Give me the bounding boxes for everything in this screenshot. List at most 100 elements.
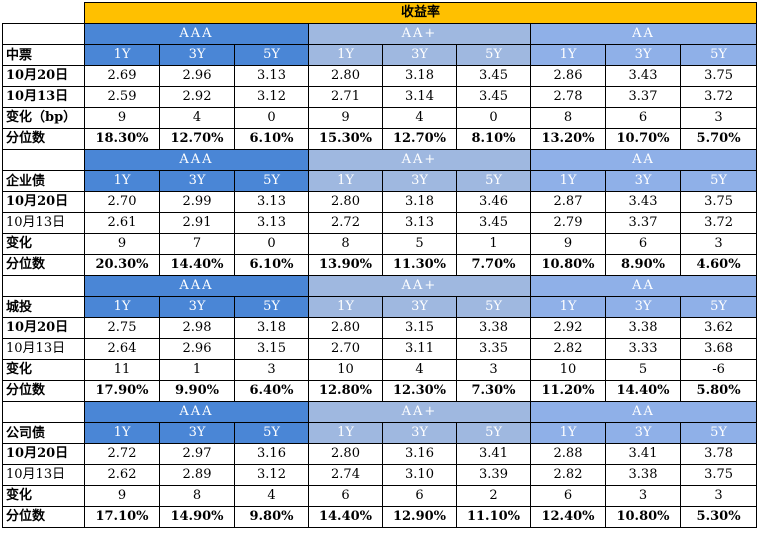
value-cell: 12.90% [382, 506, 457, 528]
value-cell: 11 [84, 359, 160, 381]
value-cell: 3.41 [605, 443, 681, 465]
table-row: 分位数 18.30% 12.70% 6.10% 15.30% 12.70% 8.10% 13.… [2, 128, 758, 150]
value-cell: 2.87 [530, 191, 606, 213]
value-cell: 3.13 [234, 212, 309, 234]
value-cell: 4 [159, 107, 235, 129]
value-cell: 3.13 [382, 212, 457, 234]
value-cell: 2.69 [84, 65, 160, 87]
value-cell: 2.64 [84, 338, 160, 360]
tenor-header: 1Y [308, 422, 383, 444]
section-name: 企业债 [2, 170, 85, 192]
rating-group-header: AA+ [308, 401, 531, 423]
tenor-header: 1Y [530, 170, 606, 192]
value-cell: 11.30% [382, 254, 457, 276]
value-cell: 2.97 [159, 443, 235, 465]
value-cell: 9 [84, 233, 160, 255]
value-cell: 3.75 [679, 464, 758, 486]
rating-group-header: AAA [84, 401, 309, 423]
row-label: 10月20日 [2, 443, 85, 465]
value-cell: 9 [530, 233, 606, 255]
title-row: 收益率 [2, 2, 758, 24]
value-cell: 2.82 [530, 338, 606, 360]
tenor-header: 5Y [679, 422, 758, 444]
value-cell: 4.60% [679, 254, 758, 276]
value-cell: 3.46 [456, 191, 531, 213]
value-cell: 3.13 [234, 65, 309, 87]
value-cell: 12.80% [308, 380, 383, 402]
value-cell: 8.10% [456, 128, 531, 150]
rating-group-header: AA+ [308, 23, 531, 45]
value-cell: 3.62 [679, 317, 758, 339]
tenor-header: 3Y [382, 170, 457, 192]
value-cell: 3.18 [234, 317, 309, 339]
value-cell: 4 [382, 107, 457, 129]
value-cell: 3.38 [605, 464, 681, 486]
tenor-header-row: 中票 1Y 3Y 5Y 1Y 3Y 5Y 1Y 3Y 5Y [2, 44, 758, 66]
rating-group-header: AA [529, 401, 758, 423]
value-cell: 3.45 [456, 86, 531, 108]
tenor-header: 5Y [234, 422, 309, 444]
value-cell: 3.75 [679, 65, 758, 87]
table-row: 分位数 17.90% 9.90% 6.40% 12.80% 12.30% 7.30% 11.2… [2, 380, 758, 402]
value-cell: 3 [234, 359, 309, 381]
value-cell: 10.80% [605, 506, 681, 528]
section-name: 公司债 [2, 422, 85, 444]
yield-table: 收益率 AAA AA+ AA 中票 1Y 3Y 5Y 1Y 3Y 5Y 1Y 3Y 5Y 10月20日 2.… [2, 2, 758, 528]
tenor-header: 5Y [234, 44, 309, 66]
value-cell: 3.18 [382, 191, 457, 213]
row-label: 10月20日 [2, 191, 85, 213]
tenor-header: 1Y [308, 44, 383, 66]
table-row: 变化（bp） 9 4 0 9 4 0 8 6 3 [2, 107, 758, 129]
value-cell: 2.72 [84, 443, 160, 465]
tenor-header: 3Y [605, 422, 681, 444]
value-cell: 2.82 [530, 464, 606, 486]
rating-group-header: AA [529, 275, 758, 297]
tenor-header: 3Y [605, 44, 681, 66]
value-cell: 3.16 [234, 443, 309, 465]
tenor-header: 5Y [456, 170, 531, 192]
section-label-top [2, 275, 85, 297]
value-cell: 14.40% [605, 380, 681, 402]
value-cell: 14.40% [308, 506, 383, 528]
value-cell: 3 [605, 485, 681, 507]
tenor-header: 1Y [84, 170, 160, 192]
value-cell: 2.92 [159, 86, 235, 108]
value-cell: 2.62 [84, 464, 160, 486]
value-cell: 3.10 [382, 464, 457, 486]
value-cell: 2.75 [84, 317, 160, 339]
value-cell: 3.45 [456, 65, 531, 87]
value-cell: 3.37 [605, 86, 681, 108]
group-header-row: AAA AA+ AA [2, 23, 758, 45]
value-cell: 3.35 [456, 338, 531, 360]
value-cell: 5 [605, 359, 681, 381]
value-cell: 9.80% [234, 506, 309, 528]
value-cell: 7.30% [456, 380, 531, 402]
value-cell: 8 [530, 107, 606, 129]
value-cell: 2.61 [84, 212, 160, 234]
value-cell: 5.30% [679, 506, 758, 528]
section-name: 中票 [2, 44, 85, 66]
value-cell: 3.12 [234, 86, 309, 108]
value-cell: 9 [84, 485, 160, 507]
value-cell: 3.14 [382, 86, 457, 108]
table-row: 变化 9 8 4 6 6 2 6 3 3 [2, 485, 758, 507]
section-name: 城投 [2, 296, 85, 318]
tenor-header: 3Y [159, 170, 235, 192]
rating-group-header: AA+ [308, 149, 531, 171]
value-cell: 3.72 [679, 212, 758, 234]
rating-group-header: AAA [84, 275, 309, 297]
value-cell: 10.80% [530, 254, 606, 276]
value-cell: 2 [456, 485, 531, 507]
tenor-header: 1Y [84, 296, 160, 318]
value-cell: 15.30% [308, 128, 383, 150]
value-cell: 9 [308, 107, 383, 129]
value-cell: 3.43 [605, 65, 681, 87]
value-cell: 3 [679, 233, 758, 255]
value-cell: 2.96 [159, 65, 235, 87]
rating-group-header: AAA [84, 149, 309, 171]
value-cell: 2.89 [159, 464, 235, 486]
table-row: 10月13日 2.64 2.96 3.15 2.70 3.11 3.35 2.82 3.33 3.… [2, 338, 758, 360]
value-cell: 2.80 [308, 191, 383, 213]
tenor-header: 5Y [679, 44, 758, 66]
value-cell: 13.20% [530, 128, 606, 150]
